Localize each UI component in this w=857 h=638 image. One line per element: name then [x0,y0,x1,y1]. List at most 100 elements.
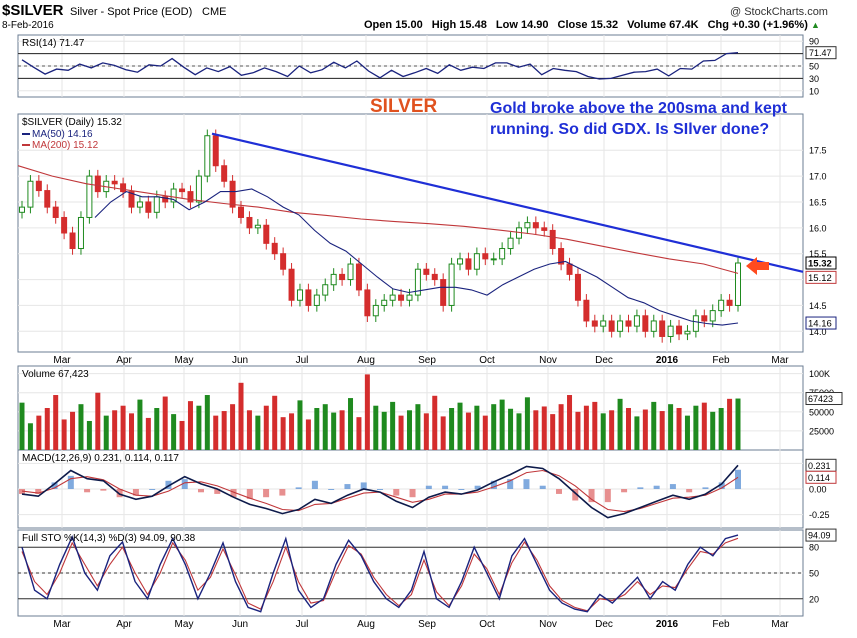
macd-histogram-bar [230,489,237,498]
candle-body [364,289,371,317]
candle-body [507,237,514,250]
candle-body [440,279,447,306]
volume-bar [617,398,623,450]
volume-bar [406,410,412,450]
price-legend: $SILVER (Daily) 15.32 [22,117,122,128]
open-value: 15.00 [395,19,423,31]
candle-body [558,248,565,265]
candle-body [229,180,236,208]
price-tick: 14.5 [809,301,827,311]
sto-legend: Full STO %K(14,3) %D(3) 94.09, 90.38 [22,533,196,544]
candle-body [162,196,169,203]
sto-tick: 20 [809,594,819,604]
volume-tick: 100K [809,369,830,379]
volume-bar [457,402,463,450]
x-axis-label-may: May [175,355,194,366]
candle-body [532,222,539,229]
candle-body [381,299,388,306]
macd-histogram-bar [474,485,481,489]
volume-bar [668,404,674,450]
x-axis-label-mar: Mar [53,619,71,630]
volume-bar [516,413,522,450]
x-axis-label-apr: Apr [116,355,132,366]
volume-bar [550,414,556,450]
candle-body [35,180,42,192]
candle-body [111,180,118,185]
volume-bar [86,420,92,450]
volume-bar [36,415,42,450]
volume-bar [659,411,665,450]
candle-body [549,229,556,250]
x-axis-label-sep: Sep [418,355,436,366]
macd-histogram-bar [149,489,156,490]
candle-body [221,165,228,182]
volume-bar [213,415,219,450]
macd-legend: MACD(12,26,9) 0.231, 0.114, 0.117 [22,453,179,464]
candle-body [684,330,691,335]
exchange-label: CME [202,6,227,18]
candle-body [414,268,421,296]
macd-histogram-bar [311,480,318,489]
price-label-box [805,270,837,284]
candle-body [372,304,379,317]
price-tick: 16.0 [809,223,827,233]
volume-bar [305,419,311,450]
candle-body [347,263,354,281]
ma200-legend: MA(200) 15.12 [32,140,99,151]
sto-tick: 80 [809,543,819,553]
candle-body [120,183,127,193]
x-axis-label-nov: Nov [539,619,557,630]
volume-bar [95,392,101,450]
volume-bar [718,408,724,450]
x-axis-label-may: May [175,619,194,630]
volume-bar [710,411,716,450]
volume-bar [609,410,615,450]
volume-bar [567,395,573,450]
chart-header: $SILVER Silver - Spot Price (EOD) CME 8-… [2,2,855,32]
volume-value: 67.4K [669,19,699,31]
volume-bar [575,411,581,450]
macd-histogram-bar [328,489,335,490]
x-axis-label-aug: Aug [357,355,375,366]
x-axis-label-sep: Sep [418,619,436,630]
volume-bar [204,395,210,450]
macd-line [21,464,739,519]
candle-body [583,299,590,322]
macd-histogram-bar [556,489,562,494]
close-value: 15.32 [590,19,619,31]
macd-histogram-bar [507,479,514,489]
candle-body [667,325,674,337]
x-axis-label-jun: Jun [232,619,248,630]
rsi-tick: 50 [809,62,819,72]
rsi-value-box [805,46,837,60]
candle-body [431,273,438,281]
close-label: Close [557,19,588,31]
stockcharts-watermark: @ StockCharts.com [730,6,828,18]
candle-body [642,315,649,332]
macd-histogram-bar [35,489,42,494]
candle-body [625,320,632,327]
volume-label: Volume [627,19,667,31]
price-label-box [805,316,837,330]
volume-bar [255,415,261,450]
candle-body [499,248,506,260]
volume-bar [701,402,707,450]
volume-bar [524,397,530,450]
volume-bar [390,401,396,450]
volume-bar [297,400,303,450]
volume-bar [137,399,143,450]
candle-body [19,206,25,213]
macd-histogram-bar [377,489,383,490]
candle-body [271,242,278,255]
volume-bar [27,423,33,450]
macd-histogram-bar [735,469,741,489]
volume-bar [499,399,505,450]
x-axis-label-mar: Mar [771,619,789,630]
candle-body [330,273,337,286]
candle-body [676,325,683,335]
chart-canvas: Mar Apr May Jun Jul Aug Sep Oct Nov Dec 2016 Feb Mar… [17,34,843,630]
volume-bar [238,382,244,450]
price-label-box [805,256,837,270]
x-axis-label-mar: Mar [53,355,71,366]
candle-body [136,201,143,208]
